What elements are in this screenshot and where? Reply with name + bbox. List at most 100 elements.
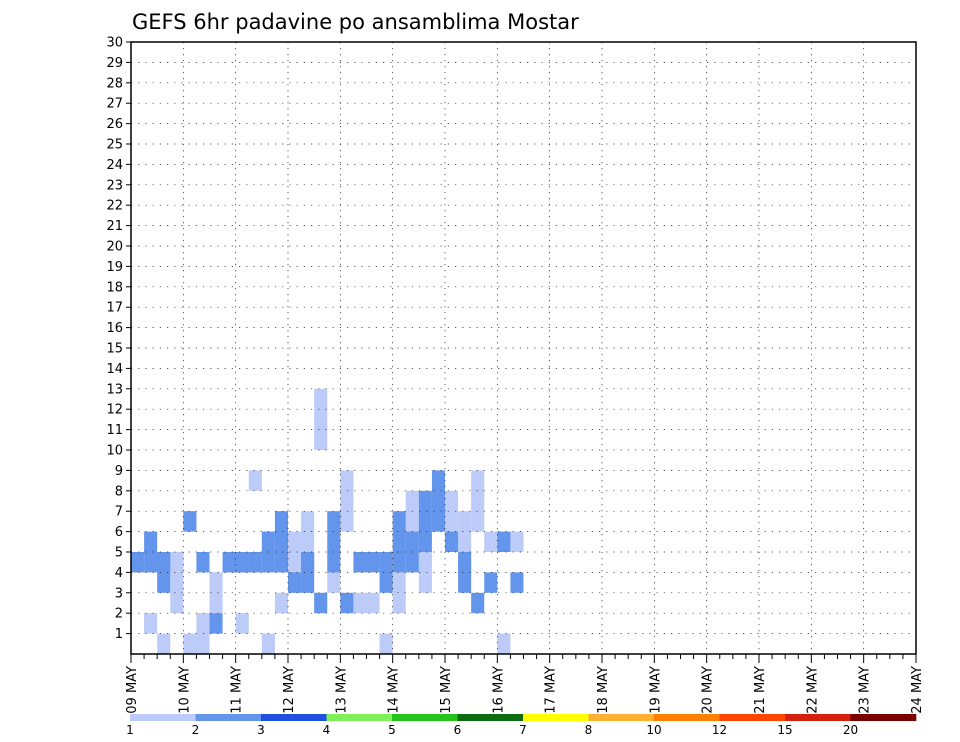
precip-cell (379, 633, 393, 654)
y-tick-label: 22 (106, 199, 123, 214)
y-tick-label: 11 (106, 423, 123, 438)
x-tick-label: 14 MAY (387, 666, 402, 714)
colorbar-level-label: 3 (257, 723, 265, 737)
colorbar-swatch (326, 714, 393, 721)
colorbar-level-label: 7 (519, 723, 527, 737)
precip-cell (510, 572, 524, 593)
precip-cell (209, 572, 223, 614)
precip-cell (340, 470, 354, 532)
x-tick-label: 11 MAY (230, 666, 245, 714)
precip-cell (392, 572, 406, 614)
y-tick-label: 5 (115, 546, 123, 561)
x-tick-label: 15 MAY (439, 666, 454, 714)
x-tick-label: 21 MAY (753, 666, 768, 714)
precip-cell (366, 592, 380, 614)
y-tick-label: 26 (106, 117, 123, 132)
precip-cell (327, 572, 341, 593)
colorbar-swatch (523, 714, 589, 721)
precip-cell (392, 511, 406, 573)
x-tick-label: 17 MAY (544, 666, 559, 714)
precip-cell (471, 470, 485, 532)
y-tick-label: 17 (106, 301, 123, 316)
precip-cell (366, 552, 380, 573)
chart-title: GEFS 6hr padavine po ansamblima Mostar (132, 10, 579, 34)
colorbar-level-label: 2 (192, 723, 200, 737)
y-tick-label: 24 (106, 158, 123, 173)
precip-cell (497, 633, 511, 654)
precip-cell (510, 531, 524, 552)
y-tick-label: 4 (115, 566, 123, 581)
precip-cell (327, 511, 341, 573)
precipitation-cells (131, 388, 524, 654)
precip-cell (157, 552, 171, 593)
y-tick-label: 7 (115, 505, 123, 520)
precip-cell (314, 388, 328, 450)
y-tick-label: 16 (106, 321, 123, 336)
x-tick-label: 19 MAY (648, 666, 663, 714)
precip-cell (458, 552, 472, 593)
colorbar-level-label: 5 (388, 723, 396, 737)
y-tick-label: 10 (106, 444, 123, 459)
colorbar-level-label: 4 (323, 723, 331, 737)
y-tick-label: 18 (106, 280, 123, 295)
precip-cell (301, 552, 315, 593)
colorbar-level-label: 10 (646, 723, 661, 737)
colorbar-swatch (392, 714, 458, 721)
precip-cell (196, 552, 210, 573)
precip-cell (209, 613, 223, 634)
colorbar-level-label: 20 (843, 723, 858, 737)
colorbar-swatch (457, 714, 524, 721)
precip-cell (248, 470, 262, 491)
colorbar-level-label: 8 (585, 723, 593, 737)
y-tick-label: 21 (106, 219, 123, 234)
colorbar-swatch (785, 714, 851, 721)
y-tick-label: 23 (106, 178, 123, 193)
x-tick-label: 13 MAY (334, 666, 349, 714)
x-tick-label: 09 MAY (125, 666, 140, 714)
precip-cell (497, 531, 511, 552)
precip-cell (183, 633, 197, 654)
precip-cell (144, 531, 158, 573)
y-tick-label: 3 (115, 586, 123, 601)
colorbar-swatch (588, 714, 655, 721)
x-tick-label: 16 MAY (491, 666, 506, 714)
colorbar-swatch (719, 714, 786, 721)
precip-cell (353, 552, 367, 573)
x-tick-label: 18 MAY (596, 666, 611, 714)
precip-cell (144, 613, 158, 634)
y-tick-label: 13 (106, 382, 123, 397)
precip-cell (431, 470, 445, 532)
y-tick-label: 8 (115, 484, 123, 499)
precip-cell (418, 490, 432, 552)
y-tick-label: 15 (106, 342, 123, 357)
plot-frame (130, 41, 917, 655)
precip-cell (471, 592, 485, 614)
precip-cell (248, 552, 262, 573)
precip-cell (418, 552, 432, 593)
y-tick-label: 14 (106, 362, 123, 377)
colorbar-swatch (261, 714, 327, 721)
y-tick-label: 6 (115, 525, 123, 540)
x-tick-label: 22 MAY (805, 666, 820, 714)
grid-lines (131, 42, 916, 654)
colorbar-level-label: 1 (126, 723, 134, 737)
colorbar-swatch (850, 714, 917, 721)
colorbar: 1 2 3 4 5 6 7 8 10 12 15 20 (126, 714, 917, 737)
y-tick-label: 28 (106, 76, 123, 91)
precip-cell (157, 633, 171, 654)
precip-cell (235, 613, 249, 634)
x-tick-label: 23 MAY (858, 666, 873, 714)
precip-cell (288, 572, 302, 593)
precip-cell (222, 552, 236, 573)
x-tick-label: 24 MAY (910, 666, 925, 714)
y-axis-ticks: 1234567891011121314151617181920212223242… (106, 36, 131, 642)
precip-cell (314, 592, 328, 614)
y-tick-label: 2 (115, 607, 123, 622)
precip-cell (445, 531, 459, 552)
precip-cell (274, 592, 288, 614)
precip-cell (183, 511, 197, 532)
colorbar-swatch (130, 714, 196, 721)
precip-cell (235, 552, 249, 573)
x-axis-ticks: 09 MAY 10 MAY 11 MAY 12 MAY 13 MAY 14 MAY 15 M… (125, 654, 925, 714)
